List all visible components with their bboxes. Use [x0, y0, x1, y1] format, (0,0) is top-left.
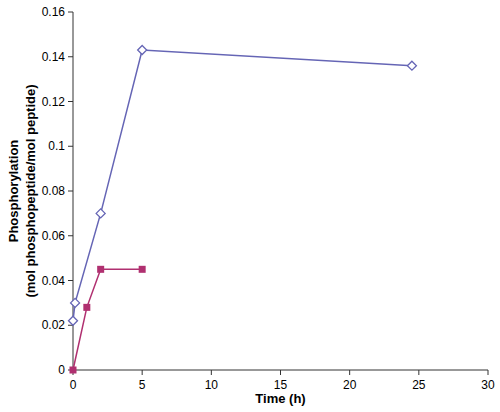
- y-tick-label: 0: [58, 363, 65, 377]
- x-tick-label: 15: [274, 378, 288, 392]
- point: [97, 266, 104, 273]
- x-tick-label: 20: [343, 378, 357, 392]
- y-tick-label: 0.12: [42, 95, 66, 109]
- point: [83, 304, 90, 311]
- y-tick: [68, 235, 73, 236]
- point: [96, 209, 105, 218]
- y-tick: [68, 56, 73, 57]
- x-tick: [280, 370, 281, 375]
- y-axis-label: Phosphorylation(mol phosphopeptide/mol p…: [6, 84, 38, 297]
- x-tick: [211, 370, 212, 375]
- y-tick-label: 0.08: [42, 184, 66, 198]
- y-tick: [68, 146, 73, 147]
- y-tick-label: 0.16: [42, 5, 66, 19]
- point: [71, 298, 80, 307]
- point: [69, 316, 78, 325]
- y-tick-label: 0.02: [42, 318, 66, 332]
- point: [407, 61, 416, 70]
- y-tick: [68, 101, 73, 102]
- y-axis-label-line: Phosphorylation: [6, 140, 21, 243]
- series-line: [73, 50, 412, 321]
- y-tick: [68, 191, 73, 192]
- x-tick: [142, 370, 143, 375]
- x-tick: [418, 370, 419, 375]
- y-axis-label-line: (mol phosphopeptide/mol peptide): [23, 84, 38, 297]
- y-tick: [68, 280, 73, 281]
- x-tick-label: 30: [481, 378, 495, 392]
- chart: 0 0.02 0.04 0.06 0.08 0.1 0.12 0.14 0.16 0 5 10 15 20…: [0, 0, 500, 412]
- point: [138, 46, 147, 55]
- x-tick: [349, 370, 350, 375]
- y-tick-label: 0.04: [42, 274, 66, 288]
- y-tick-label: 0.1: [48, 139, 65, 153]
- plot-area: [69, 46, 417, 374]
- x-tick-label: 5: [139, 378, 146, 392]
- x-tick-label: 25: [412, 378, 426, 392]
- series-line: [73, 269, 142, 370]
- y-tick-label: 0.06: [42, 229, 66, 243]
- y-tick-label: 0.14: [42, 50, 66, 64]
- point: [70, 367, 77, 374]
- point: [139, 266, 146, 273]
- x-tick-label: 0: [70, 378, 77, 392]
- x-axis-label: Time (h): [255, 391, 305, 406]
- x-tick-label: 10: [205, 378, 219, 392]
- y-tick: [68, 12, 73, 13]
- x-tick: [488, 370, 489, 375]
